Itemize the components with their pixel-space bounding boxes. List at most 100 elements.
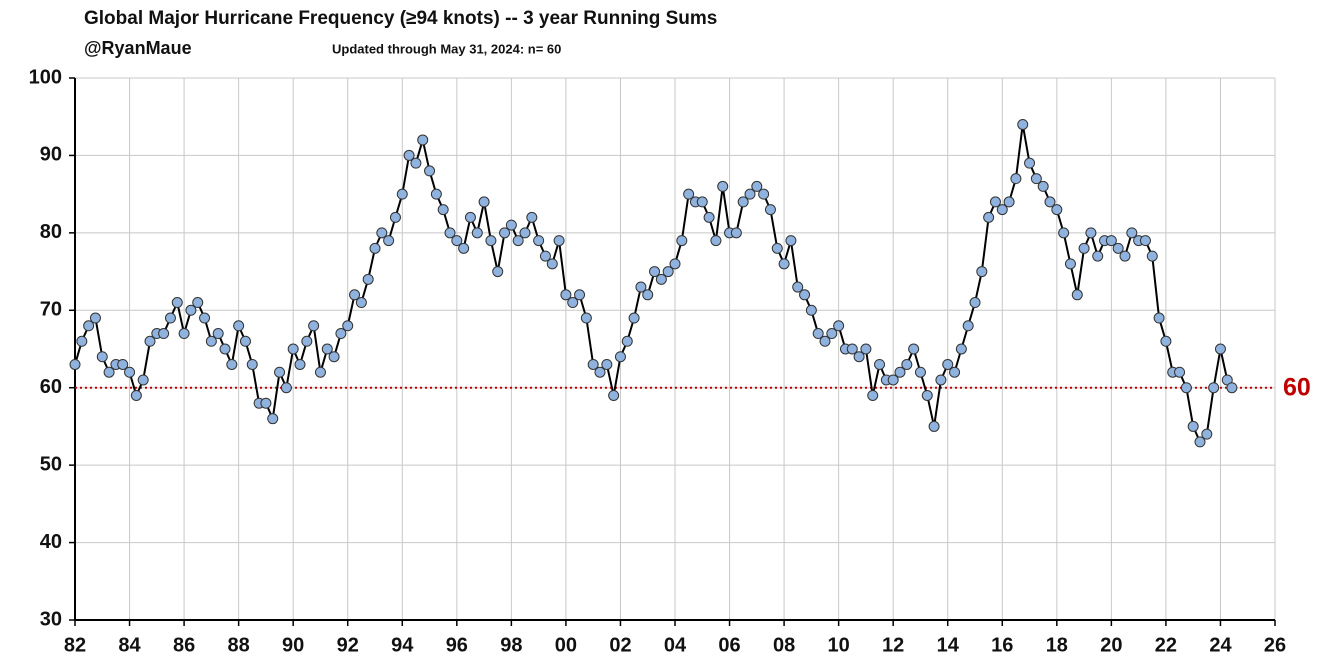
data-point (424, 165, 436, 177)
data-point (1160, 335, 1172, 347)
data-point (417, 134, 429, 146)
data-point (137, 374, 149, 386)
x-tick-label: 92 (337, 634, 359, 656)
data-point (928, 420, 940, 432)
data-point (1030, 173, 1042, 185)
data-point (76, 335, 88, 347)
data-point (1003, 196, 1015, 208)
y-tick-label: 80 (40, 221, 62, 243)
data-point (199, 312, 211, 324)
data-point (349, 289, 361, 301)
data-point (233, 320, 245, 332)
data-point (908, 343, 920, 355)
data-point (567, 297, 579, 309)
data-point (314, 366, 326, 378)
data-point (1187, 420, 1199, 432)
data-point (614, 351, 626, 363)
data-point (526, 211, 538, 223)
data-point (901, 358, 913, 370)
data-point (539, 250, 551, 262)
data-point (996, 204, 1008, 216)
data-point (96, 351, 108, 363)
data-point (219, 343, 231, 355)
data-point (1085, 227, 1097, 239)
chart-subtitle: @RyanMaue (84, 38, 192, 58)
data-point (389, 211, 401, 223)
chart-title: Global Major Hurricane Frequency (≥94 kn… (84, 8, 717, 29)
data-point (635, 281, 647, 293)
data-point (969, 297, 981, 309)
data-point (301, 335, 313, 347)
data-point (260, 397, 272, 409)
x-tick-label: 12 (882, 634, 904, 656)
x-tick-label: 14 (937, 634, 960, 656)
data-point (89, 312, 101, 324)
data-point (444, 227, 456, 239)
x-tick-label: 24 (1209, 634, 1232, 656)
data-point (130, 389, 142, 401)
data-point (1119, 250, 1131, 262)
data-point (205, 335, 217, 347)
data-point (1208, 382, 1220, 394)
data-point (328, 351, 340, 363)
data-point (874, 358, 886, 370)
data-point (785, 235, 797, 247)
data-point (308, 320, 320, 332)
data-point (294, 358, 306, 370)
data-point (1024, 157, 1036, 169)
x-tick-label: 08 (773, 634, 795, 656)
y-tick-label: 60 (40, 376, 62, 398)
data-point (935, 374, 947, 386)
data-point (246, 358, 258, 370)
data-point (703, 211, 715, 223)
data-point (1051, 204, 1063, 216)
data-point (587, 358, 599, 370)
data-point (1105, 235, 1117, 247)
data-point (819, 335, 831, 347)
data-point (812, 328, 824, 340)
x-tick-label: 06 (718, 634, 740, 656)
data-point (83, 320, 95, 332)
data-point (914, 366, 926, 378)
data-point (1017, 118, 1029, 130)
data-point (124, 366, 136, 378)
data-point (464, 211, 476, 223)
data-point (1078, 242, 1090, 254)
data-point (1092, 250, 1104, 262)
data-point (546, 258, 558, 270)
data-point (1214, 343, 1226, 355)
data-point (171, 297, 183, 309)
x-tick-label: 84 (118, 634, 141, 656)
data-point (117, 358, 129, 370)
data-point (274, 366, 286, 378)
x-tick-label: 10 (828, 634, 850, 656)
x-tick-label: 16 (991, 634, 1013, 656)
data-point (764, 204, 776, 216)
data-point (1201, 428, 1213, 440)
data-point (737, 196, 749, 208)
y-tick-label: 90 (40, 144, 62, 166)
data-point (335, 328, 347, 340)
x-tick-label: 18 (1046, 634, 1068, 656)
data-point (955, 343, 967, 355)
data-point (519, 227, 531, 239)
data-point (1226, 382, 1238, 394)
data-point (860, 343, 872, 355)
data-point (505, 219, 517, 231)
y-tick-label: 40 (40, 531, 62, 553)
data-point (676, 235, 688, 247)
data-point (662, 266, 674, 278)
data-point (212, 328, 224, 340)
data-point (710, 235, 722, 247)
data-point (744, 188, 756, 200)
data-point (696, 196, 708, 208)
data-point (1153, 312, 1165, 324)
data-point (512, 235, 524, 247)
data-point (846, 343, 858, 355)
data-point (962, 320, 974, 332)
data-point (669, 258, 681, 270)
data-point (1139, 235, 1151, 247)
data-point (533, 235, 545, 247)
data-point (1071, 289, 1083, 301)
data-point (287, 343, 299, 355)
